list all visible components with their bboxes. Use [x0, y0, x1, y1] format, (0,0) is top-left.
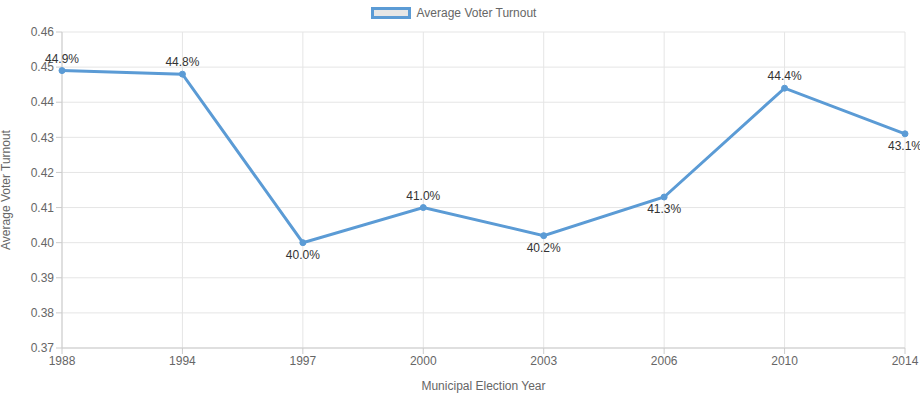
svg-text:1997: 1997: [290, 354, 317, 368]
svg-text:0.42: 0.42: [31, 166, 55, 180]
svg-text:44.9%: 44.9%: [45, 52, 79, 66]
svg-text:Municipal Election Year: Municipal Election Year: [421, 379, 545, 393]
svg-text:40.0%: 40.0%: [286, 248, 320, 262]
svg-text:40.2%: 40.2%: [527, 241, 561, 255]
svg-text:44.8%: 44.8%: [165, 55, 199, 69]
svg-text:0.44: 0.44: [31, 95, 55, 109]
svg-text:43.1%: 43.1%: [888, 139, 920, 153]
svg-text:41.3%: 41.3%: [647, 202, 681, 216]
svg-text:0.45: 0.45: [30, 60, 54, 75]
svg-text:44.4%: 44.4%: [768, 69, 802, 83]
svg-text:2000: 2000: [410, 354, 437, 368]
svg-text:2006: 2006: [651, 354, 678, 368]
svg-text:2010: 2010: [771, 354, 798, 368]
svg-text:0.39: 0.39: [31, 271, 55, 285]
svg-text:41.0%: 41.0%: [406, 189, 440, 203]
html-text:Average Voter Turnout: Average Voter Turnout: [416, 6, 537, 20]
svg-text:1994: 1994: [169, 354, 196, 368]
svg-text:2014: 2014: [892, 354, 919, 368]
svg-text:0.43: 0.43: [31, 131, 55, 145]
svg-text:0.41: 0.41: [31, 201, 55, 215]
svg-text:0.37: 0.37: [31, 341, 55, 355]
svg-text:0.40: 0.40: [31, 236, 55, 250]
svg-text:1988: 1988: [49, 354, 76, 368]
svg-text:0.46: 0.46: [31, 25, 55, 39]
svg-text:Average Voter Turnout: Average Voter Turnout: [0, 129, 13, 250]
svg-text:2003: 2003: [530, 354, 557, 368]
svg-text:0.38: 0.38: [31, 306, 55, 320]
